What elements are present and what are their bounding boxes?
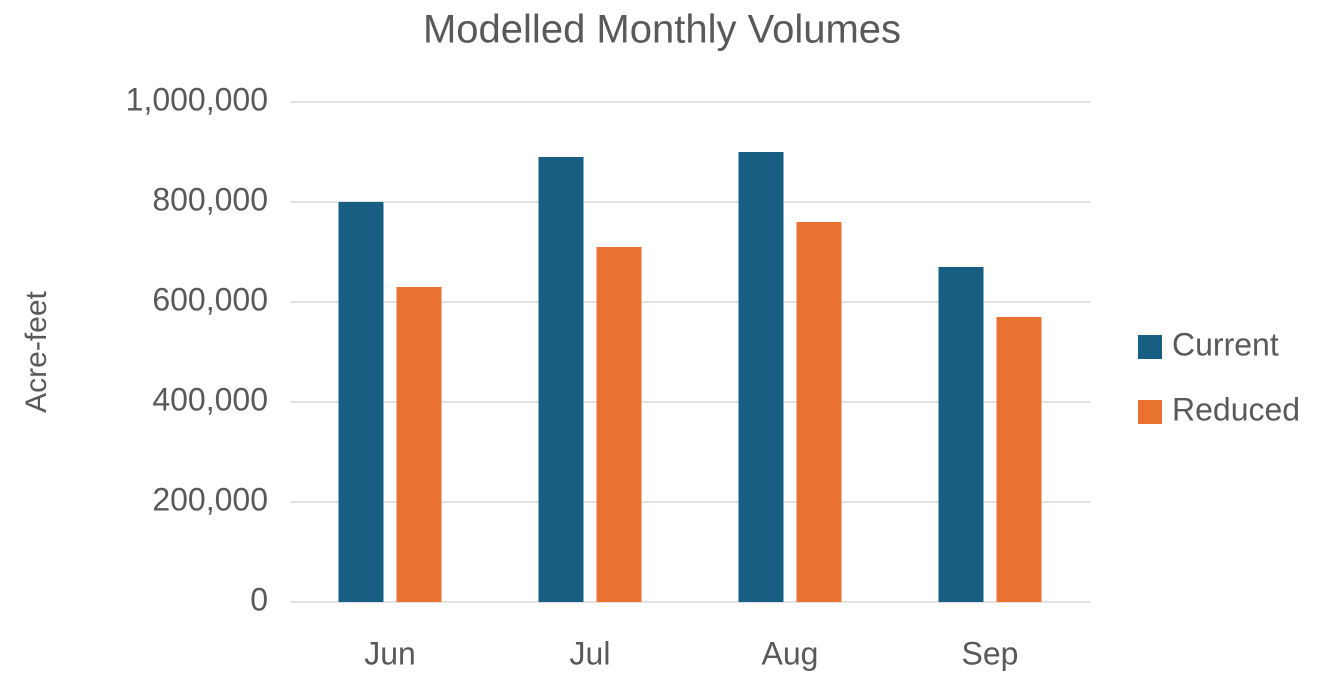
legend-label: Current (1172, 326, 1279, 362)
x-tick-label: Sep (962, 635, 1019, 671)
bar (338, 202, 384, 602)
bar (396, 287, 442, 602)
legend-swatch (1138, 400, 1162, 424)
x-tick-label: Jul (570, 635, 611, 671)
y-tick-label: 400,000 (152, 381, 268, 417)
bar (538, 157, 584, 602)
y-axis-label: Acre-feet (20, 290, 53, 412)
bar (796, 222, 842, 602)
bar (738, 152, 784, 602)
y-tick-label: 600,000 (152, 281, 268, 317)
x-tick-label: Jun (364, 635, 416, 671)
bar (596, 247, 642, 602)
y-tick-label: 1,000,000 (126, 81, 268, 117)
chart-title: Modelled Monthly Volumes (423, 8, 901, 52)
legend-swatch (1138, 335, 1162, 359)
x-tick-label: Aug (762, 635, 819, 671)
legend-label: Reduced (1172, 391, 1300, 427)
y-tick-label: 800,000 (152, 181, 268, 217)
y-tick-label: 200,000 (152, 481, 268, 517)
y-tick-label: 0 (250, 581, 268, 617)
bar (938, 267, 984, 602)
bar (996, 317, 1042, 602)
